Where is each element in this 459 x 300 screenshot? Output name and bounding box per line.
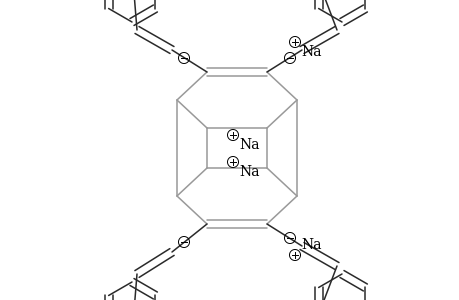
Text: Na: Na bbox=[239, 138, 260, 152]
Text: Na: Na bbox=[301, 238, 322, 252]
Text: Na: Na bbox=[301, 45, 322, 59]
Text: Na: Na bbox=[239, 165, 260, 179]
